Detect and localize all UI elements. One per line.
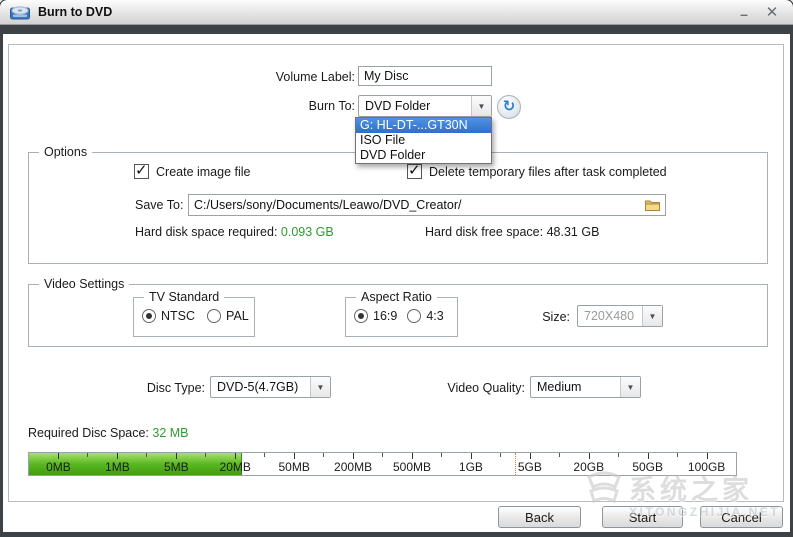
scale-tick: 50GB (617, 453, 677, 475)
ratio-169-radio[interactable] (354, 309, 368, 323)
create-image-file-checkbox-row[interactable]: Create image file (134, 161, 251, 179)
back-button[interactable]: Back (498, 506, 581, 528)
scale-tick: 20MB (205, 453, 265, 475)
chevron-down-icon[interactable]: ▼ (620, 377, 640, 397)
disk-free-row: Hard disk free space: 48.31 GB (425, 225, 599, 239)
burn-to-combobox[interactable]: DVD Folder ▼ (358, 95, 492, 117)
create-image-file-checkbox[interactable] (134, 161, 149, 179)
video-settings-groupbox: Video Settings (28, 277, 768, 347)
save-to-label: Save To: (135, 198, 184, 212)
scale-tick: 20GB (558, 453, 618, 475)
options-legend: Options (39, 145, 93, 159)
disc-type-value: DVD-5(4.7GB) (217, 380, 299, 394)
window-title: Burn to DVD (38, 5, 113, 19)
disc-type-label: Disc Type: (146, 381, 205, 395)
video-quality-combobox[interactable]: Medium ▼ (530, 376, 641, 398)
video-settings-legend: Video Settings (39, 277, 130, 291)
refresh-drives-button[interactable]: ↻ (497, 95, 521, 119)
dropdown-option-dvd-folder[interactable]: DVD Folder (360, 148, 426, 162)
video-quality-label: Video Quality: (447, 381, 525, 395)
chevron-down-icon[interactable]: ▼ (471, 96, 491, 116)
scale-tick: 50MB (264, 453, 324, 475)
scale-tick: 500MB (382, 453, 442, 475)
ratio-169-radio-row[interactable]: 16:9 (354, 309, 397, 323)
app-icon (10, 5, 30, 19)
ntsc-radio-row[interactable]: NTSC (142, 309, 195, 323)
scale-tick: 5MB (146, 453, 206, 475)
chevron-down-icon: ▼ (642, 306, 662, 326)
disc-space-scale: 0MB 1MB 5MB 20MB 50MB 200MB 500MB 1GB 5G… (28, 452, 737, 476)
scale-tick: 100GB (676, 453, 736, 475)
required-disc-space-value: 32 MB (152, 426, 189, 440)
scale-tick: 1GB (440, 453, 500, 475)
aspect-ratio-groupbox: Aspect Ratio 16:9 4:3 (345, 290, 458, 337)
size-value: 720X480 (584, 309, 635, 323)
refresh-icon: ↻ (502, 97, 516, 115)
pal-label: PAL (226, 309, 249, 323)
main-panel (8, 44, 784, 502)
burn-to-value: DVD Folder (365, 99, 431, 113)
disc-type-combobox[interactable]: DVD-5(4.7GB) ▼ (210, 376, 331, 398)
dropdown-option-drive[interactable]: G: HL-DT-...GT30N (356, 118, 491, 133)
cancel-button[interactable]: Cancel (700, 506, 783, 528)
ratio-43-radio[interactable] (407, 309, 422, 323)
aspect-ratio-legend: Aspect Ratio (356, 290, 437, 304)
disk-free-label: Hard disk free space: (425, 225, 544, 239)
volume-label-label: Volume Label: (275, 70, 355, 84)
disk-required-row: Hard disk space required: 0.093 GB (135, 225, 334, 239)
tv-standard-groupbox: TV Standard NTSC PAL (133, 290, 255, 337)
size-label: Size: (542, 310, 570, 324)
window-controls: – ✕ (735, 2, 781, 22)
ratio-43-label: 4:3 (426, 309, 444, 323)
pal-radio-row[interactable]: PAL (207, 309, 249, 323)
dropdown-option-iso[interactable]: ISO File (360, 133, 406, 147)
burn-to-label: Burn To: (308, 99, 355, 113)
video-quality-value: Medium (537, 380, 582, 394)
create-image-file-label: Create image file (156, 164, 251, 179)
burn-to-dropdown-list: G: HL-DT-...GT30N ISO File DVD Folder (355, 117, 492, 164)
scale-tick: 200MB (323, 453, 383, 475)
chevron-down-icon[interactable]: ▼ (310, 377, 330, 397)
ntsc-label: NTSC (161, 309, 196, 323)
delete-temp-checkbox[interactable] (407, 161, 422, 179)
close-button[interactable]: ✕ (765, 4, 779, 21)
size-combobox: 720X480 ▼ (577, 305, 663, 327)
volume-label-input[interactable]: My Disc (358, 66, 492, 86)
disc-capacity-marker (514, 453, 516, 475)
scale-tick: 5GB (499, 453, 559, 475)
delete-temp-checkbox-row[interactable]: Delete temporary files after task comple… (407, 161, 667, 179)
dialog-content: Volume Label: My Disc Burn To: DVD Folde… (3, 34, 790, 532)
start-button[interactable]: Start (602, 506, 683, 528)
save-to-path: C:/Users/sony/Documents/Leawo/DVD_Creato… (194, 198, 462, 212)
browse-folder-icon[interactable] (645, 199, 660, 211)
save-to-input[interactable]: C:/Users/sony/Documents/Leawo/DVD_Creato… (188, 194, 666, 216)
scale-tick: 0MB (29, 453, 88, 475)
ratio-43-radio-row[interactable]: 4:3 (407, 309, 444, 323)
scale-tick: 1MB (87, 453, 147, 475)
disk-required-label: Hard disk space required: (135, 225, 278, 239)
pal-radio[interactable] (207, 309, 222, 323)
minimize-button[interactable]: – (740, 6, 748, 22)
title-bar: Burn to DVD – ✕ (0, 0, 793, 25)
disk-free-value: 48.31 GB (546, 225, 600, 239)
disk-required-value: 0.093 GB (280, 225, 334, 239)
ratio-169-label: 16:9 (373, 309, 398, 323)
disc-space-fill (29, 453, 243, 475)
required-disc-space-label: Required Disc Space: (28, 426, 149, 440)
tv-standard-legend: TV Standard (144, 290, 225, 304)
delete-temp-label: Delete temporary files after task comple… (429, 164, 667, 179)
required-disc-space-row: Required Disc Space: 32 MB (28, 426, 189, 440)
ntsc-radio[interactable] (142, 309, 156, 323)
